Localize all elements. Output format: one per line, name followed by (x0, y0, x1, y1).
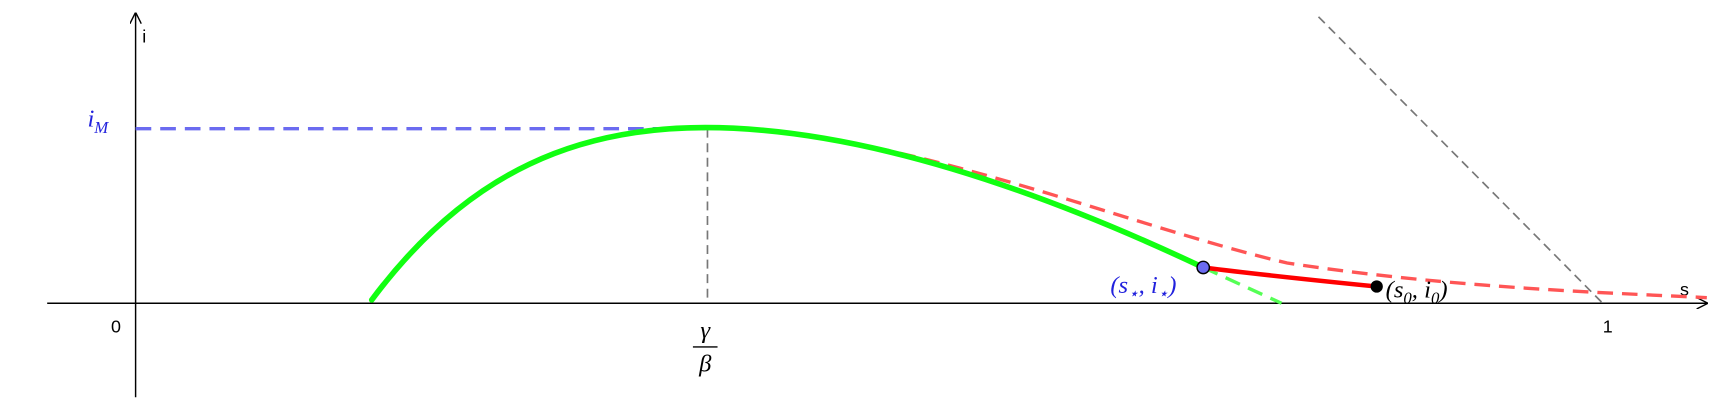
label-sub: M (93, 118, 109, 137)
label-part: ) (1437, 277, 1447, 304)
gamma-label: γ (700, 317, 711, 344)
label-part: , i (1139, 272, 1158, 299)
one-label: 1 (1603, 316, 1613, 336)
label-sub: 0 (1403, 288, 1412, 307)
label-sub: ⋆ (1128, 284, 1139, 303)
label-sub: ⋆ (1158, 284, 1169, 303)
beta-label: β (698, 351, 712, 378)
green-curve (368, 124, 1207, 303)
x-axis-label: s (1680, 279, 1689, 299)
y-axis-label: i (142, 27, 146, 47)
label-sub: 0 (1431, 288, 1440, 307)
red-curve (1202, 265, 1377, 289)
start-point-label: (s0, i0) (1386, 277, 1448, 308)
label-part: i (87, 105, 94, 132)
label-part: ) (1166, 272, 1176, 299)
i-max-label: iM (87, 105, 109, 137)
label-part: (s (1110, 272, 1128, 299)
start-point (1370, 280, 1383, 293)
star-point (1196, 260, 1211, 275)
diagonal-line (1317, 16, 1604, 304)
label-part: , i (1412, 277, 1431, 304)
star-point-label: (s⋆, i⋆) (1110, 272, 1176, 303)
origin-label: 0 (111, 316, 121, 336)
green-dashed-tangent (1202, 265, 1283, 305)
label-part: (s (1386, 277, 1404, 304)
